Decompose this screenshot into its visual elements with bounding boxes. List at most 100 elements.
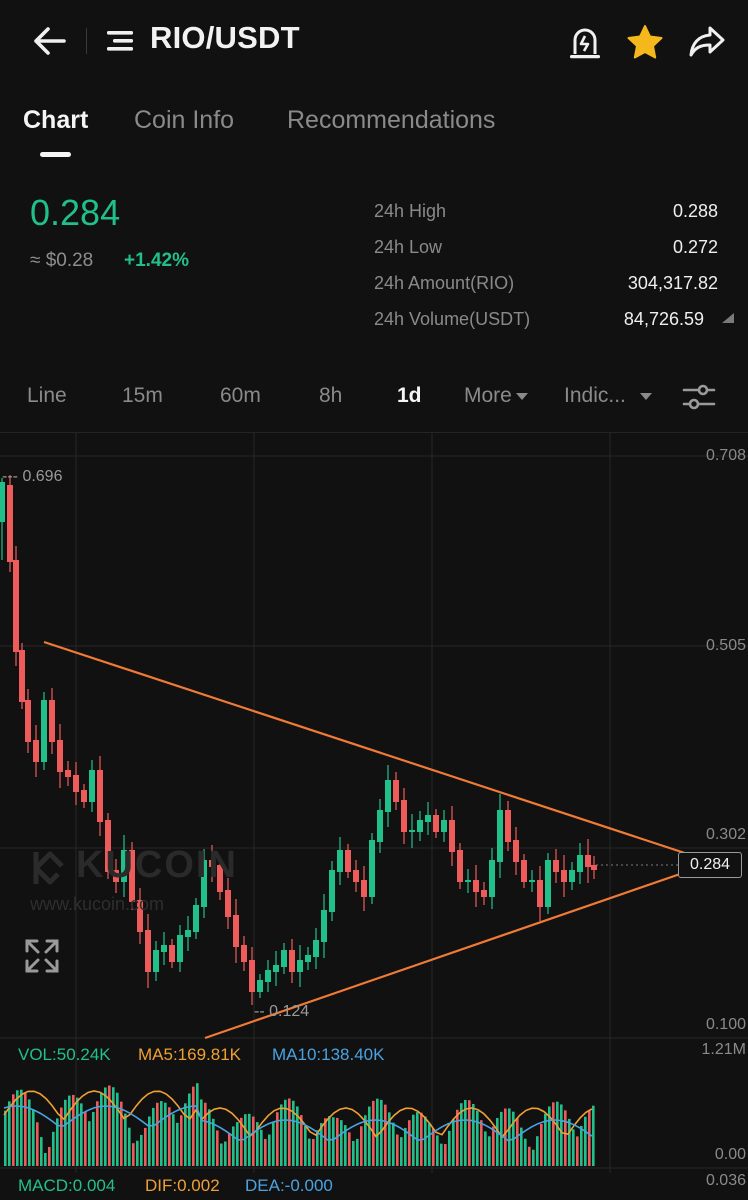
tab-recommendations[interactable]: Recommendations (287, 106, 496, 134)
candle-body (529, 880, 535, 882)
volume-bar (84, 1111, 87, 1166)
volume-bar (264, 1138, 267, 1166)
fullscreen-icon[interactable] (24, 938, 60, 974)
volume-bar (220, 1143, 223, 1166)
candlestick-chart[interactable] (0, 433, 748, 1200)
candle-body (505, 810, 511, 842)
corner-triangle-icon (722, 313, 734, 323)
ma10-indicator: MA10:138.40K (272, 1045, 385, 1064)
volume-bar (388, 1112, 391, 1166)
candle-body (521, 860, 527, 882)
trading-pair-title[interactable]: RIO/USDT (150, 20, 300, 55)
tab-chart[interactable]: Chart (23, 106, 89, 134)
back-arrow-icon[interactable] (28, 22, 70, 60)
indicators-dropdown[interactable]: Indic... (564, 384, 652, 408)
candle-body (585, 855, 591, 867)
tab-coin-info[interactable]: Coin Info (134, 106, 235, 134)
current-price-tag: 0.284 (678, 852, 742, 878)
candle-body (441, 820, 447, 832)
timeframe-15m[interactable]: 15m (122, 384, 163, 407)
candle-body (369, 840, 375, 897)
candle-body (137, 900, 143, 932)
timeframe-line[interactable]: Line (27, 384, 67, 407)
volume-bar (364, 1115, 367, 1166)
timeframe-8h[interactable]: 8h (319, 384, 343, 407)
volume-bar (456, 1109, 459, 1166)
volume-bar (556, 1101, 559, 1166)
candle-body (473, 880, 479, 892)
volume-bar (316, 1130, 319, 1166)
chart-settings-icon[interactable] (682, 382, 716, 412)
volume-bar (24, 1092, 27, 1166)
candle-body (41, 700, 47, 762)
volume-bar (492, 1126, 495, 1166)
candle-body (265, 970, 271, 982)
volume-bar (548, 1106, 551, 1166)
volume-bar (344, 1125, 347, 1166)
volume-bar (232, 1126, 235, 1166)
stat-label-amount: 24h Amount(RIO) (374, 273, 515, 293)
stat-value-amount: 304,317.82 (627, 273, 718, 293)
volume-bar (132, 1143, 135, 1166)
candle-body (177, 935, 183, 962)
volume-bar (56, 1118, 59, 1166)
volume-bar (20, 1089, 23, 1166)
candle-body (377, 810, 383, 842)
volume-bar (496, 1118, 499, 1166)
candle-body (591, 865, 597, 870)
volume-bar (564, 1110, 567, 1166)
volume-bar (240, 1117, 243, 1166)
volume-bar (276, 1112, 279, 1166)
vol-indicator: VOL:50.24K (18, 1045, 111, 1064)
candle-body (545, 860, 551, 907)
active-tab-indicator (40, 152, 71, 157)
dif-indicator: DIF:0.002 (145, 1176, 220, 1195)
favorite-star-icon[interactable] (626, 24, 664, 60)
timeframe-60m[interactable]: 60m (220, 384, 261, 407)
candle-body (353, 870, 359, 882)
candle-body (0, 482, 5, 522)
volume-bar (88, 1121, 91, 1166)
volume-bar (400, 1137, 403, 1166)
stat-value-volume: 84,726.59 (623, 309, 704, 329)
volume-bar (324, 1118, 327, 1166)
volume-bar (4, 1110, 7, 1166)
volume-bar (40, 1137, 43, 1166)
chevron-down-icon (639, 392, 652, 400)
volume-bar (228, 1133, 231, 1166)
candle-body (273, 965, 279, 972)
volume-bar (504, 1108, 507, 1166)
volume-bar (204, 1102, 207, 1166)
last-price: 0.284 (30, 192, 121, 233)
menu-icon[interactable] (104, 26, 136, 56)
volume-bar (576, 1136, 579, 1166)
candle-body (425, 815, 431, 822)
more-label: More (464, 384, 512, 407)
timeframe-1d[interactable]: 1d (397, 384, 422, 407)
fiat-price: ≈ $0.28 (30, 250, 94, 271)
candle-body (281, 950, 287, 967)
volume-bar (16, 1090, 19, 1166)
timeframe-more[interactable]: More (464, 384, 528, 408)
low-marker-value: 0.124 (269, 1003, 310, 1020)
volume-bar (192, 1086, 195, 1166)
volume-bar (164, 1102, 167, 1166)
volume-bar (320, 1123, 323, 1166)
candle-body (321, 910, 327, 942)
volume-bar (120, 1101, 123, 1166)
candle-body (185, 930, 191, 937)
share-icon[interactable] (688, 24, 726, 58)
candle-body (561, 870, 567, 882)
candle-body (401, 800, 407, 832)
volume-bar (308, 1138, 311, 1166)
candle-body (537, 880, 543, 907)
chart-top-border (0, 432, 748, 433)
top-bar: RIO/USDT (0, 0, 748, 84)
volume-bar (432, 1128, 435, 1166)
volume-bar (108, 1085, 111, 1166)
candle-body (153, 950, 159, 972)
volume-bar (448, 1130, 451, 1166)
volume-bar (392, 1122, 395, 1166)
price-alert-icon[interactable] (566, 22, 604, 62)
volume-bar (168, 1107, 171, 1166)
